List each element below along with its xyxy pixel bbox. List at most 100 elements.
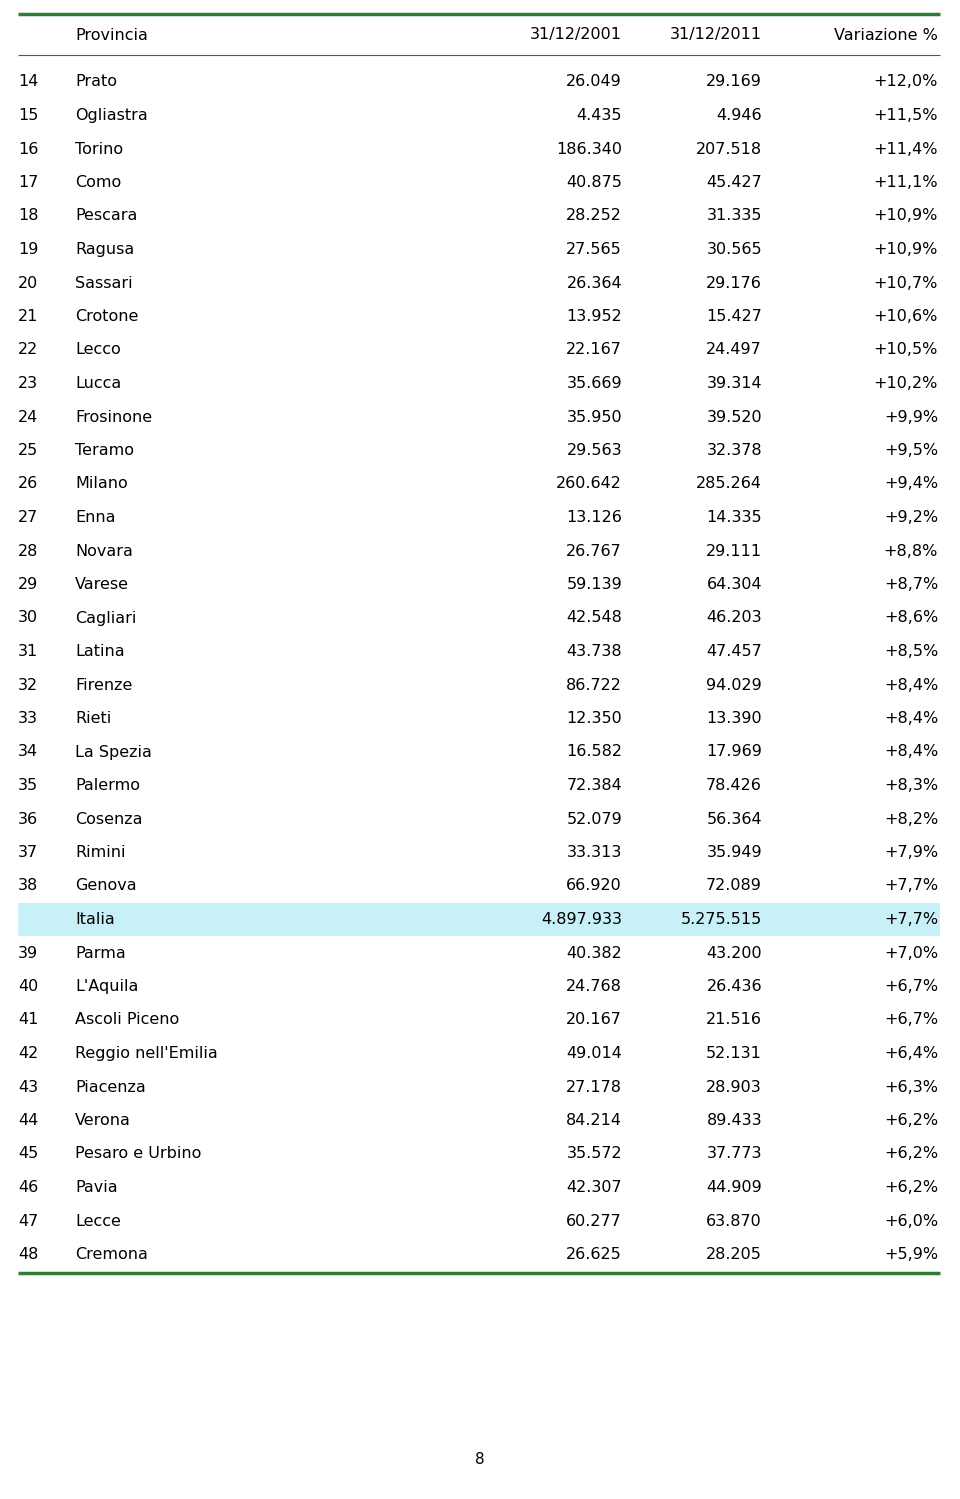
- Text: Provincia: Provincia: [75, 27, 148, 42]
- Text: 24.497: 24.497: [707, 342, 762, 357]
- Text: 26: 26: [18, 477, 38, 492]
- Text: 28: 28: [18, 544, 38, 559]
- Text: Reggio nell'Emilia: Reggio nell'Emilia: [75, 1046, 218, 1061]
- Text: 16: 16: [18, 141, 38, 156]
- Text: +6,2%: +6,2%: [884, 1112, 938, 1129]
- Text: Torino: Torino: [75, 141, 123, 156]
- Text: 43: 43: [18, 1079, 38, 1094]
- Text: 46: 46: [18, 1180, 38, 1195]
- Text: 35.950: 35.950: [566, 409, 622, 424]
- Text: 4.435: 4.435: [577, 108, 622, 123]
- Text: 14.335: 14.335: [707, 510, 762, 525]
- Text: L'Aquila: L'Aquila: [75, 979, 138, 994]
- Text: Latina: Latina: [75, 645, 125, 660]
- Text: 29.111: 29.111: [706, 544, 762, 559]
- Text: 17.969: 17.969: [707, 745, 762, 760]
- Text: 89.433: 89.433: [707, 1112, 762, 1129]
- Text: 35.949: 35.949: [707, 845, 762, 860]
- Text: +10,7%: +10,7%: [874, 276, 938, 291]
- Text: +11,4%: +11,4%: [874, 141, 938, 156]
- Text: +6,4%: +6,4%: [884, 1046, 938, 1061]
- Text: 66.920: 66.920: [566, 878, 622, 893]
- Text: Cagliari: Cagliari: [75, 610, 136, 625]
- Text: 48: 48: [18, 1247, 38, 1262]
- Text: +9,5%: +9,5%: [884, 444, 938, 459]
- Text: 35.669: 35.669: [566, 376, 622, 391]
- Text: +10,2%: +10,2%: [874, 376, 938, 391]
- Text: 26.767: 26.767: [566, 544, 622, 559]
- Text: +6,2%: +6,2%: [884, 1180, 938, 1195]
- Text: +8,4%: +8,4%: [884, 745, 938, 760]
- Text: 52.131: 52.131: [707, 1046, 762, 1061]
- Text: 32.378: 32.378: [707, 444, 762, 459]
- Text: 44: 44: [18, 1112, 38, 1129]
- Text: Lecce: Lecce: [75, 1214, 121, 1229]
- Text: 40.382: 40.382: [566, 946, 622, 961]
- Text: Novara: Novara: [75, 544, 132, 559]
- Text: 46.203: 46.203: [707, 610, 762, 625]
- Text: +10,9%: +10,9%: [874, 241, 938, 256]
- Text: 22: 22: [18, 342, 38, 357]
- Text: 30: 30: [18, 610, 38, 625]
- Text: 285.264: 285.264: [696, 477, 762, 492]
- Text: 72.384: 72.384: [566, 778, 622, 793]
- Text: 59.139: 59.139: [566, 577, 622, 592]
- Text: Ascoli Piceno: Ascoli Piceno: [75, 1012, 180, 1027]
- Text: 31/12/2001: 31/12/2001: [530, 27, 622, 42]
- Bar: [18, 902, 940, 937]
- Text: +8,8%: +8,8%: [883, 544, 938, 559]
- Text: +9,2%: +9,2%: [884, 510, 938, 525]
- Text: Varese: Varese: [75, 577, 129, 592]
- Text: 29.169: 29.169: [707, 75, 762, 90]
- Text: 186.340: 186.340: [556, 141, 622, 156]
- Text: 78.426: 78.426: [707, 778, 762, 793]
- Text: 13.952: 13.952: [566, 309, 622, 324]
- Text: +8,4%: +8,4%: [884, 711, 938, 726]
- Text: 24: 24: [18, 409, 38, 424]
- Text: 33: 33: [18, 711, 38, 726]
- Text: Cremona: Cremona: [75, 1247, 148, 1262]
- Text: 40.875: 40.875: [566, 175, 622, 190]
- Text: +6,0%: +6,0%: [884, 1214, 938, 1229]
- Text: 4.946: 4.946: [716, 108, 762, 123]
- Text: 16.582: 16.582: [566, 745, 622, 760]
- Text: 64.304: 64.304: [707, 577, 762, 592]
- Text: 42: 42: [18, 1046, 38, 1061]
- Text: +7,7%: +7,7%: [884, 878, 938, 893]
- Text: 33.313: 33.313: [566, 845, 622, 860]
- Text: Milano: Milano: [75, 477, 128, 492]
- Text: +6,7%: +6,7%: [884, 1012, 938, 1027]
- Text: +10,6%: +10,6%: [874, 309, 938, 324]
- Text: Rieti: Rieti: [75, 711, 111, 726]
- Text: 14: 14: [18, 75, 38, 90]
- Text: 19: 19: [18, 241, 38, 256]
- Text: +8,2%: +8,2%: [884, 811, 938, 826]
- Text: 260.642: 260.642: [556, 477, 622, 492]
- Text: 29.176: 29.176: [707, 276, 762, 291]
- Text: 26.364: 26.364: [566, 276, 622, 291]
- Text: +11,5%: +11,5%: [874, 108, 938, 123]
- Text: 22.167: 22.167: [566, 342, 622, 357]
- Text: 29.563: 29.563: [566, 444, 622, 459]
- Text: 56.364: 56.364: [707, 811, 762, 826]
- Text: 42.548: 42.548: [566, 610, 622, 625]
- Text: 60.277: 60.277: [566, 1214, 622, 1229]
- Text: Variazione %: Variazione %: [834, 27, 938, 42]
- Text: 26.436: 26.436: [707, 979, 762, 994]
- Text: +10,5%: +10,5%: [874, 342, 938, 357]
- Text: 26.625: 26.625: [566, 1247, 622, 1262]
- Text: 31.335: 31.335: [707, 208, 762, 223]
- Text: Sassari: Sassari: [75, 276, 132, 291]
- Text: 25: 25: [18, 444, 38, 459]
- Text: Palermo: Palermo: [75, 778, 140, 793]
- Text: 17: 17: [18, 175, 38, 190]
- Text: 39.314: 39.314: [707, 376, 762, 391]
- Text: 52.079: 52.079: [566, 811, 622, 826]
- Text: 37: 37: [18, 845, 38, 860]
- Text: Prato: Prato: [75, 75, 117, 90]
- Text: +9,4%: +9,4%: [884, 477, 938, 492]
- Text: Pesaro e Urbino: Pesaro e Urbino: [75, 1147, 202, 1162]
- Text: 207.518: 207.518: [696, 141, 762, 156]
- Text: La Spezia: La Spezia: [75, 745, 152, 760]
- Text: 20: 20: [18, 276, 38, 291]
